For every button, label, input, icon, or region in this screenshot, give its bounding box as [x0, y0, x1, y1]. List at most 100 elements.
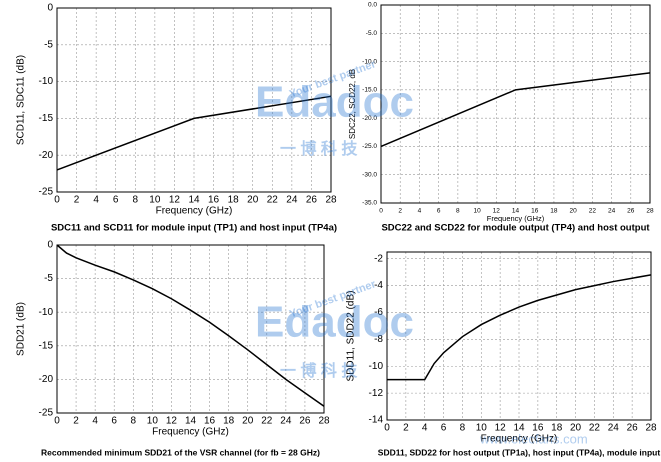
x-tick-label: 18: [551, 423, 563, 434]
x-tick-label: 10: [473, 208, 481, 215]
x-tick-label: 24: [608, 423, 620, 434]
x-axis-label: Frequency (GHz): [156, 206, 233, 217]
x-tick-label: 0: [54, 195, 60, 206]
y-tick-label: -20.0: [362, 115, 377, 122]
data-line: [380, 72, 651, 148]
watermark-chinese: 一 博 科 技: [280, 361, 358, 380]
x-tick-label: 22: [589, 423, 601, 434]
x-tick-label: 26: [627, 423, 639, 434]
x-tick-label: 4: [418, 208, 422, 215]
data-line: [56, 244, 325, 407]
y-tick-label: -10: [39, 76, 54, 87]
x-tick-label: 6: [441, 423, 447, 434]
x-tick-label: 26: [627, 208, 635, 215]
x-tick-label: 10: [476, 423, 488, 434]
x-tick-label: 8: [456, 208, 460, 215]
watermark-logo: Edadoc: [255, 78, 414, 127]
x-tick-label: 14: [513, 423, 525, 434]
x-tick-label: 6: [113, 195, 119, 206]
x-tick-label: 14: [188, 195, 200, 206]
y-tick-label: -15: [39, 113, 54, 124]
x-tick-label: 20: [247, 195, 259, 206]
y-tick-label: -10: [39, 307, 54, 318]
plot-frame: [386, 251, 652, 421]
y-axis-label: SCD11, SDC11 (dB): [16, 55, 27, 145]
y-axis-label: SDC22, SCD22, dB: [348, 69, 357, 139]
x-tick-label: 16: [532, 423, 544, 434]
y-tick-label: -10: [369, 361, 384, 372]
x-tick-label: 12: [493, 208, 501, 215]
x-tick-label: 2: [398, 208, 402, 215]
x-tick-label: 16: [531, 208, 539, 215]
y-tick-label: -12: [369, 388, 384, 399]
x-axis-label: Frequency (GHz): [481, 434, 558, 445]
y-tick-label: 0.0: [368, 2, 377, 9]
x-tick-label: 0: [384, 423, 390, 434]
y-axis-label: SDD21 (dB): [16, 302, 27, 356]
x-tick-label: 4: [93, 195, 99, 206]
x-tick-label: 20: [570, 423, 582, 434]
x-tick-label: 18: [228, 195, 240, 206]
y-tick-label: -4: [374, 280, 383, 291]
data-line: [387, 274, 652, 381]
y-tick-label: -35.0: [362, 200, 377, 207]
x-tick-label: 0: [54, 416, 60, 427]
y-tick-label: -10.0: [362, 58, 377, 65]
y-tick-label: -14: [369, 415, 384, 426]
x-tick-label: 6: [111, 416, 117, 427]
y-tick-label: -5: [44, 39, 53, 50]
x-tick-label: 0: [379, 208, 383, 215]
y-tick-label: -15.0: [362, 87, 377, 94]
x-tick-label: 28: [645, 423, 657, 434]
watermark-logo: Edadoc: [255, 298, 414, 347]
watermark-site: www.elecfans.com: [479, 431, 588, 446]
x-tick-label: 4: [92, 416, 98, 427]
x-axis-label: Frequency (GHz): [152, 427, 229, 438]
x-tick-label: 22: [589, 208, 597, 215]
x-tick-label: 10: [149, 195, 161, 206]
x-tick-label: 28: [646, 208, 654, 215]
x-tick-label: 2: [403, 423, 409, 434]
x-tick-label: 22: [267, 195, 279, 206]
y-tick-label: -30.0: [362, 171, 377, 178]
x-tick-label: 18: [223, 416, 235, 427]
x-tick-label: 18: [550, 208, 558, 215]
plot-frame: [56, 244, 325, 414]
y-tick-label: -15: [39, 340, 54, 351]
y-tick-label: -20: [39, 374, 54, 385]
y-tick-label: -25: [39, 187, 54, 198]
x-tick-label: 26: [299, 416, 311, 427]
x-tick-label: 12: [166, 416, 178, 427]
x-tick-label: 16: [204, 416, 216, 427]
x-tick-label: 4: [422, 423, 428, 434]
chart-caption: Recommended minimum SDD21 of the VSR cha…: [41, 447, 320, 457]
x-tick-label: 12: [169, 195, 181, 206]
y-tick-label: -2: [374, 253, 383, 264]
x-tick-label: 20: [242, 416, 254, 427]
chart-caption: SDC11 and SCD11 for module input (TP1) a…: [51, 223, 337, 234]
x-axis-label: Frequency (GHz): [487, 214, 545, 223]
x-tick-label: 28: [325, 195, 337, 206]
x-tick-label: 10: [147, 416, 159, 427]
plot-frame: [56, 7, 332, 193]
y-tick-label: 0: [47, 3, 53, 14]
x-tick-label: 2: [74, 195, 80, 206]
watermark-chinese: 一 博 科 技: [280, 139, 358, 158]
x-tick-label: 20: [570, 208, 578, 215]
x-tick-label: 24: [286, 195, 298, 206]
x-tick-label: 24: [608, 208, 616, 215]
y-tick-label: -25: [39, 408, 54, 419]
x-tick-label: 6: [437, 208, 441, 215]
x-tick-label: 2: [73, 416, 79, 427]
plot-frame: [380, 4, 651, 204]
x-tick-label: 8: [131, 416, 137, 427]
y-tick-label: -6: [374, 307, 383, 318]
x-tick-label: 22: [261, 416, 273, 427]
x-tick-label: 26: [306, 195, 318, 206]
x-tick-label: 16: [208, 195, 220, 206]
y-tick-label: -5: [44, 273, 53, 284]
y-tick-label: -8: [374, 334, 383, 345]
y-tick-label: -5.0: [366, 30, 378, 37]
data-line: [56, 95, 332, 171]
